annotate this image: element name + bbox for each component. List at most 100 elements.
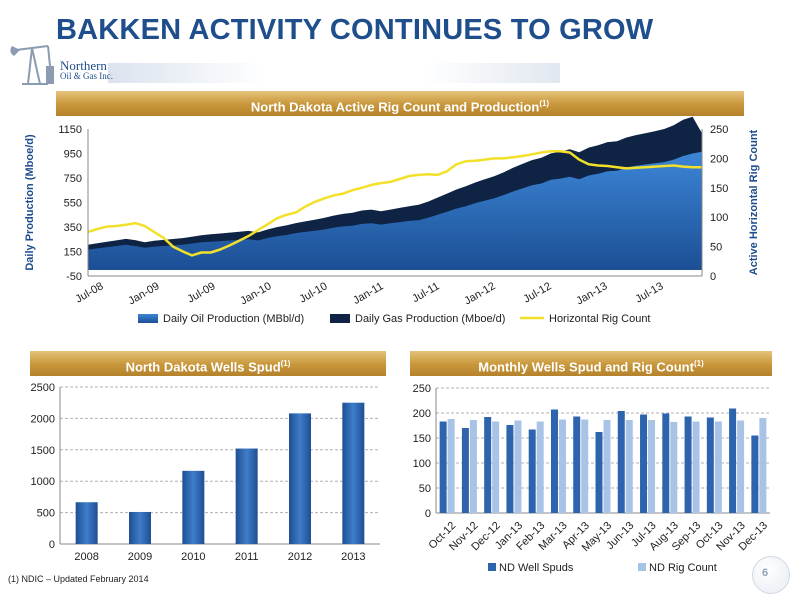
spud-bar-Jan-13 <box>506 425 514 513</box>
rig-bar-Aug-13 <box>670 422 678 513</box>
chart2-x-tick-label: 2009 <box>128 551 152 563</box>
legend-rig-bar-label: ND Rig Count <box>649 562 717 574</box>
chart1-y2-tick-label: 150 <box>710 183 728 195</box>
chart1-y-tick-label: -50 <box>66 271 82 283</box>
rig-bar-Nov-13 <box>737 420 745 513</box>
rig-bar-Mar-13 <box>558 419 566 513</box>
monthly-spud-rig-bar-chart: 050100150200250Oct-12Nov-12Dec-12Jan-13F… <box>413 383 770 574</box>
chart3-y-tick-label: 250 <box>413 383 431 395</box>
chart1-y2-tick-label: 250 <box>710 124 728 136</box>
chart1-x-tick-label: Jul-13 <box>634 280 666 305</box>
chart2-x-tick-label: 2011 <box>235 551 259 563</box>
legend-gas-swatch <box>330 314 350 323</box>
legend-rig-bar-swatch <box>638 563 646 571</box>
chart1-x-tick-label: Jan-10 <box>238 280 273 307</box>
spud-bar-Jul-13 <box>640 414 648 513</box>
wells-spud-bar-chart: 0 500 1000 1500 2000 2500 2008 2009 2010 2011 2012… <box>31 382 380 563</box>
chart1-header: North Dakota Active Rig Count and Produc… <box>56 91 744 116</box>
chart1-y2-tick-label: 50 <box>710 242 722 254</box>
chart2-x-tick-label: 2013 <box>341 551 365 563</box>
chart3-y-tick-label: 50 <box>419 483 431 495</box>
spud-bar-2011 <box>235 448 258 544</box>
spud-bar-Apr-13 <box>573 416 581 513</box>
spud-bar-Oct-13 <box>706 417 714 513</box>
chart1-x-tick-label: Jul-12 <box>522 280 554 305</box>
logo-line-2: Oil & Gas Inc. <box>60 71 113 81</box>
chart1-y2-tick-label: 200 <box>710 153 728 165</box>
rig-bar-Apr-13 <box>581 419 589 513</box>
chart1-title: North Dakota Active Rig Count and Produc… <box>250 99 540 115</box>
legend-spud-swatch <box>488 563 496 571</box>
page-number: 6 <box>762 567 769 579</box>
chart1-x-tick-label: Jan-12 <box>462 280 497 307</box>
chart1-y2-tick-label: 0 <box>710 271 716 283</box>
spud-bar-Oct-12 <box>439 421 447 513</box>
chart2-y-tick-label: 2500 <box>31 382 55 394</box>
rig-bar-Dec-12 <box>492 421 500 513</box>
spud-bar-Feb-13 <box>528 429 536 513</box>
rig-count-line <box>87 150 702 257</box>
chart3-header: Monthly Wells Spud and Rig Count(1) <box>410 351 772 376</box>
chart1-x-tick-label: Jul-09 <box>186 280 218 305</box>
chart1-x-tick-label: Jan-09 <box>126 280 161 307</box>
rig-bar-May-13 <box>603 420 611 513</box>
rig-bar-Oct-12 <box>447 419 455 513</box>
chart1-y-tick-label: 350 <box>64 222 82 234</box>
logo-line-1: Northern <box>60 58 107 73</box>
footnote: (1) NDIC – Updated February 2014 <box>8 574 149 584</box>
legend-spud-label: ND Well Spuds <box>499 562 574 574</box>
rig-bar-Jan-13 <box>514 420 522 513</box>
oil-pump-logo-icon <box>10 45 54 85</box>
rig-bar-Jul-13 <box>648 420 656 513</box>
page-title: BAKKEN ACTIVITY CONTINUES TO GROW <box>56 14 654 46</box>
rig-bar-Sep-13 <box>692 421 700 513</box>
title-underline-bar <box>108 63 560 83</box>
legend-rig-label: Horizontal Rig Count <box>549 313 651 325</box>
chart1-x-tick-label: Jan-13 <box>574 280 609 307</box>
chart2-y-tick-label: 1500 <box>31 445 55 457</box>
spud-bar-Dec-13 <box>751 435 759 513</box>
chart1-y2-tick-label: 100 <box>710 212 728 224</box>
legend-gas-label: Daily Gas Production (Mboe/d) <box>355 313 505 325</box>
spud-bar-2012 <box>289 413 311 544</box>
chart3-title-sup: (1) <box>693 359 704 368</box>
chart2-y-tick-label: 0 <box>49 539 55 551</box>
spud-bar-Nov-12 <box>461 428 469 513</box>
rig-bar-Dec-13 <box>759 418 767 513</box>
chart2-title-sup: (1) <box>280 359 291 368</box>
spud-bar-Aug-13 <box>662 413 670 513</box>
page-number-badge <box>752 556 790 594</box>
spud-bar-Sep-13 <box>684 416 692 513</box>
rig-bar-Oct-13 <box>714 421 722 513</box>
company-logo-text: Northern Oil & Gas Inc. <box>60 58 113 81</box>
chart2-y-tick-label: 2000 <box>31 413 55 425</box>
chart1-x-tick-label: Jan-11 <box>351 280 385 307</box>
chart1-y-tick-label: 950 <box>64 149 82 161</box>
rig-bar-Jun-13 <box>625 420 633 513</box>
spud-bar-2013 <box>342 402 365 544</box>
spud-bar-Nov-13 <box>729 408 737 513</box>
chart3-title: Monthly Wells Spud and Rig Count <box>478 359 694 375</box>
chart1-x-tick-label: Jul-10 <box>298 280 330 305</box>
chart1-y-axis-label: Daily Production (Mboe/d) <box>24 134 36 271</box>
chart1-x-tick-label: Jul-08 <box>74 280 106 305</box>
chart1-y-tick-label: 150 <box>64 247 82 259</box>
chart2-title: North Dakota Wells Spud <box>125 359 281 375</box>
spud-bar-2010 <box>182 470 205 544</box>
chart1-y-tick-label: 750 <box>64 173 82 185</box>
spud-bar-May-13 <box>595 432 603 513</box>
chart3-y-tick-label: 200 <box>413 408 431 420</box>
spud-bar-Dec-12 <box>484 417 492 513</box>
rig-bar-Feb-13 <box>536 421 544 513</box>
chart1-y-tick-label: 1150 <box>58 124 82 136</box>
chart3-y-tick-label: 0 <box>425 508 431 520</box>
rig-count-production-chart: -50 150 350 550 750 950 1150 0 50 100 150 200 250 Jul… <box>24 116 760 325</box>
chart3-y-tick-label: 150 <box>413 433 431 445</box>
legend-oil-swatch <box>138 314 158 323</box>
spud-bar-2009 <box>129 511 151 544</box>
chart3-y-tick-label: 100 <box>413 458 431 470</box>
chart2-y-tick-label: 500 <box>37 508 55 520</box>
chart1-x-tick-label: Jul-11 <box>410 280 441 305</box>
chart1-title-sup: (1) <box>539 99 550 108</box>
legend-oil-label: Daily Oil Production (MBbl/d) <box>163 313 304 325</box>
